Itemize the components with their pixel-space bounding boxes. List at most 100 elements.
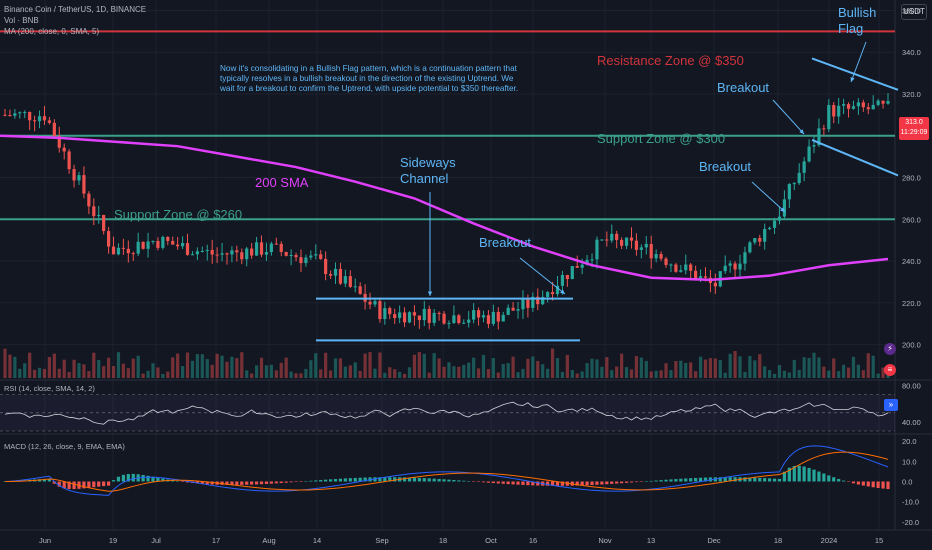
volume-bar — [674, 361, 678, 378]
candle-body — [279, 243, 283, 252]
macd-hist-bar — [511, 481, 515, 485]
macd-hist-bar — [526, 481, 530, 486]
volume-bar — [166, 371, 170, 378]
macd-hist-bar — [269, 481, 273, 484]
candle-body — [92, 206, 96, 217]
flag-top-line — [811, 57, 899, 91]
volume-bar — [698, 356, 703, 378]
time-tick-label: 18 — [439, 536, 447, 545]
macd-hist-bar — [432, 478, 436, 482]
macd-hist-bar — [284, 481, 288, 483]
candle-body — [106, 231, 111, 247]
macd-hist-bar — [555, 481, 560, 486]
candle-body — [659, 254, 663, 259]
macd-hist-bar — [694, 477, 698, 482]
volume-bar — [792, 359, 796, 378]
volume-bar — [141, 373, 145, 378]
candle-body — [215, 254, 219, 256]
candle-body — [338, 268, 343, 284]
volume-bar — [136, 355, 140, 378]
macd-hist-bar — [644, 481, 648, 482]
volume-bar — [684, 362, 688, 378]
time-tick-label: 15 — [875, 536, 883, 545]
volume-bar — [526, 358, 530, 378]
time-tick-label: Sep — [375, 536, 388, 545]
macd-hist-bar — [856, 481, 861, 485]
candle-body — [679, 270, 683, 272]
candle-body — [274, 243, 278, 245]
candle-body — [121, 247, 125, 249]
candle-body — [491, 311, 495, 324]
macd-hist-bar — [472, 481, 476, 482]
candle-body — [624, 237, 629, 246]
macd-hist-bar — [634, 481, 639, 483]
volume-bar — [215, 353, 219, 378]
candle-body — [886, 101, 890, 104]
time-tick-label: 2024 — [821, 536, 838, 545]
analysis-note: Now it's consolidating in a Bullish Flag… — [220, 64, 519, 93]
currency-button[interactable]: USDT — [901, 4, 927, 20]
volume-bar — [620, 353, 624, 378]
candle-body — [837, 105, 841, 117]
candle-body — [531, 296, 535, 308]
candle-body — [333, 268, 338, 276]
macd-hist-bar — [620, 481, 624, 484]
volume-bar — [23, 363, 27, 378]
macd-hist-bar — [250, 481, 254, 485]
candle-body — [240, 252, 244, 260]
volume-bar — [106, 357, 111, 378]
macd-hist-bar — [42, 478, 47, 482]
candle-body — [472, 310, 476, 320]
candle-body — [506, 307, 510, 315]
volume-bar — [846, 367, 851, 378]
volume-bar — [190, 360, 195, 378]
volume-bar — [111, 366, 116, 378]
macd-hist-bar — [703, 477, 708, 482]
macd-hist-bar — [328, 479, 333, 482]
candle-body — [846, 104, 851, 109]
volume-bar — [827, 370, 831, 378]
macd-hist-bar — [294, 481, 298, 482]
volume-bar — [259, 357, 264, 378]
volume-bar — [723, 372, 727, 378]
volume-bar — [180, 366, 185, 378]
volume-bar — [457, 366, 461, 378]
candle-body — [171, 240, 175, 245]
volume-bar — [52, 353, 56, 378]
candle-body — [639, 247, 643, 250]
macd-hist-bar — [442, 479, 446, 482]
volume-bar — [851, 356, 856, 378]
rsi-line — [4, 401, 889, 425]
scroll-right-icon[interactable]: » — [884, 399, 898, 411]
macd-hist-bar — [462, 480, 466, 482]
candle-body — [797, 172, 801, 184]
volume-bar — [442, 366, 446, 378]
macd-hist-bar — [151, 476, 155, 482]
macd-hist-bar — [763, 478, 767, 482]
candle-body — [82, 175, 86, 194]
volume-bar — [220, 355, 224, 378]
candle-body — [161, 236, 165, 248]
volume-bar — [146, 370, 150, 378]
flag-icon[interactable]: ≡ — [884, 364, 896, 376]
volume-bar — [37, 367, 42, 378]
volume-bar — [570, 369, 574, 378]
macd-hist-bar — [230, 481, 234, 485]
candle-body — [417, 315, 421, 321]
volume-bar — [87, 371, 91, 378]
volume-bar — [328, 370, 333, 378]
macd-tick-label: 20.0 — [902, 437, 917, 446]
lightning-icon[interactable]: ⚡ — [884, 343, 896, 355]
volume-bar — [476, 368, 481, 378]
macd-hist-bar — [176, 481, 180, 482]
candle-body — [220, 253, 224, 255]
macd-hist-bar — [358, 477, 362, 482]
candle-body — [620, 239, 624, 246]
macd-hist-bar — [156, 477, 160, 482]
macd-hist-bar — [97, 481, 101, 487]
volume-bar — [703, 359, 708, 378]
macd-hist-bar — [531, 481, 535, 486]
volume-bar — [575, 373, 579, 378]
macd-hist-bar — [777, 478, 782, 482]
breakout-arrow-1 — [519, 257, 566, 295]
